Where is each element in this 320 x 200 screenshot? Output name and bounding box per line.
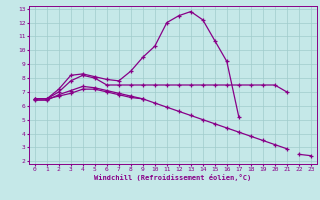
X-axis label: Windchill (Refroidissement éolien,°C): Windchill (Refroidissement éolien,°C): [94, 174, 252, 181]
